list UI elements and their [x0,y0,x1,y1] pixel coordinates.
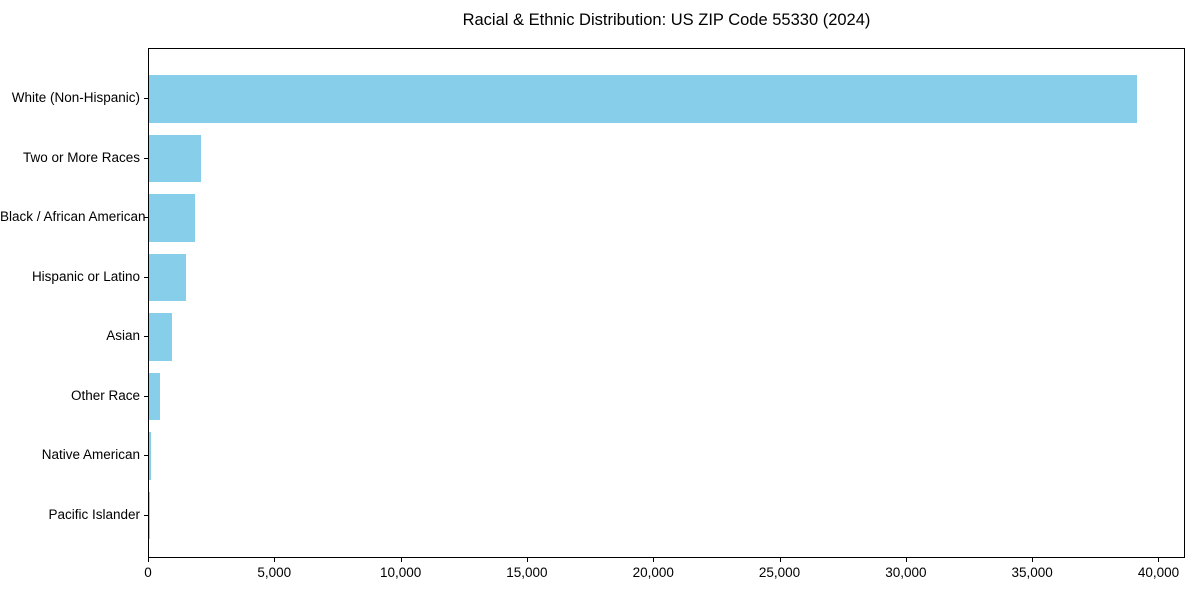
y-axis-label: Native American [41,447,140,462]
x-axis-tick-label: 15,000 [506,565,548,580]
plot-area [148,48,1185,558]
y-axis-tick [144,277,148,278]
x-axis-tick-label: 40,000 [1137,565,1180,580]
x-axis-tick [653,558,654,562]
x-axis-tick [1032,558,1033,562]
y-axis-label: Other Race [70,387,140,403]
x-axis-tick [527,558,528,562]
y-axis-label: White (Non-Hispanic) [11,90,140,105]
x-axis-tick-label: 20,000 [632,565,674,580]
bar-native-american [149,432,151,480]
y-axis-tick [144,98,148,99]
x-axis-tick [148,558,149,562]
y-axis-tick [144,515,148,516]
y-axis-label: Black / African American [0,209,146,224]
chart-title: Racial & Ethnic Distribution: US ZIP Cod… [462,11,871,29]
y-axis-label: Hispanic or Latino [31,268,140,284]
bar-white-non-hispanic [149,75,1137,123]
x-axis-tick-label: 35,000 [1011,565,1053,580]
y-axis-tick [144,158,148,159]
y-axis-label: Two or More Races [22,149,140,165]
x-axis-tick [780,558,781,562]
y-axis-label: Pacific Islander [48,506,140,522]
y-axis-tick [144,217,148,218]
x-axis-tick-label: 10,000 [379,565,422,580]
bar-black-african-american [149,194,195,242]
x-axis-tick-label: 25,000 [758,565,801,580]
x-axis-tick-label: 0 [144,565,152,580]
bar-hispanic-or-latino [149,253,186,302]
y-axis-label: Asian [106,328,140,343]
y-axis-tick [144,455,148,456]
bar-asian [149,313,172,361]
y-axis-tick [144,396,148,397]
x-axis-tick [906,558,907,562]
x-axis-tick-label: 5,000 [257,565,292,580]
x-axis-tick [401,558,402,562]
x-axis-tick [274,558,275,562]
bar-other-race [149,372,160,421]
x-axis-tick [1158,558,1159,562]
y-axis-tick [144,336,148,337]
x-axis-tick-label: 30,000 [885,565,927,580]
bar-two-or-more-races [149,134,201,183]
